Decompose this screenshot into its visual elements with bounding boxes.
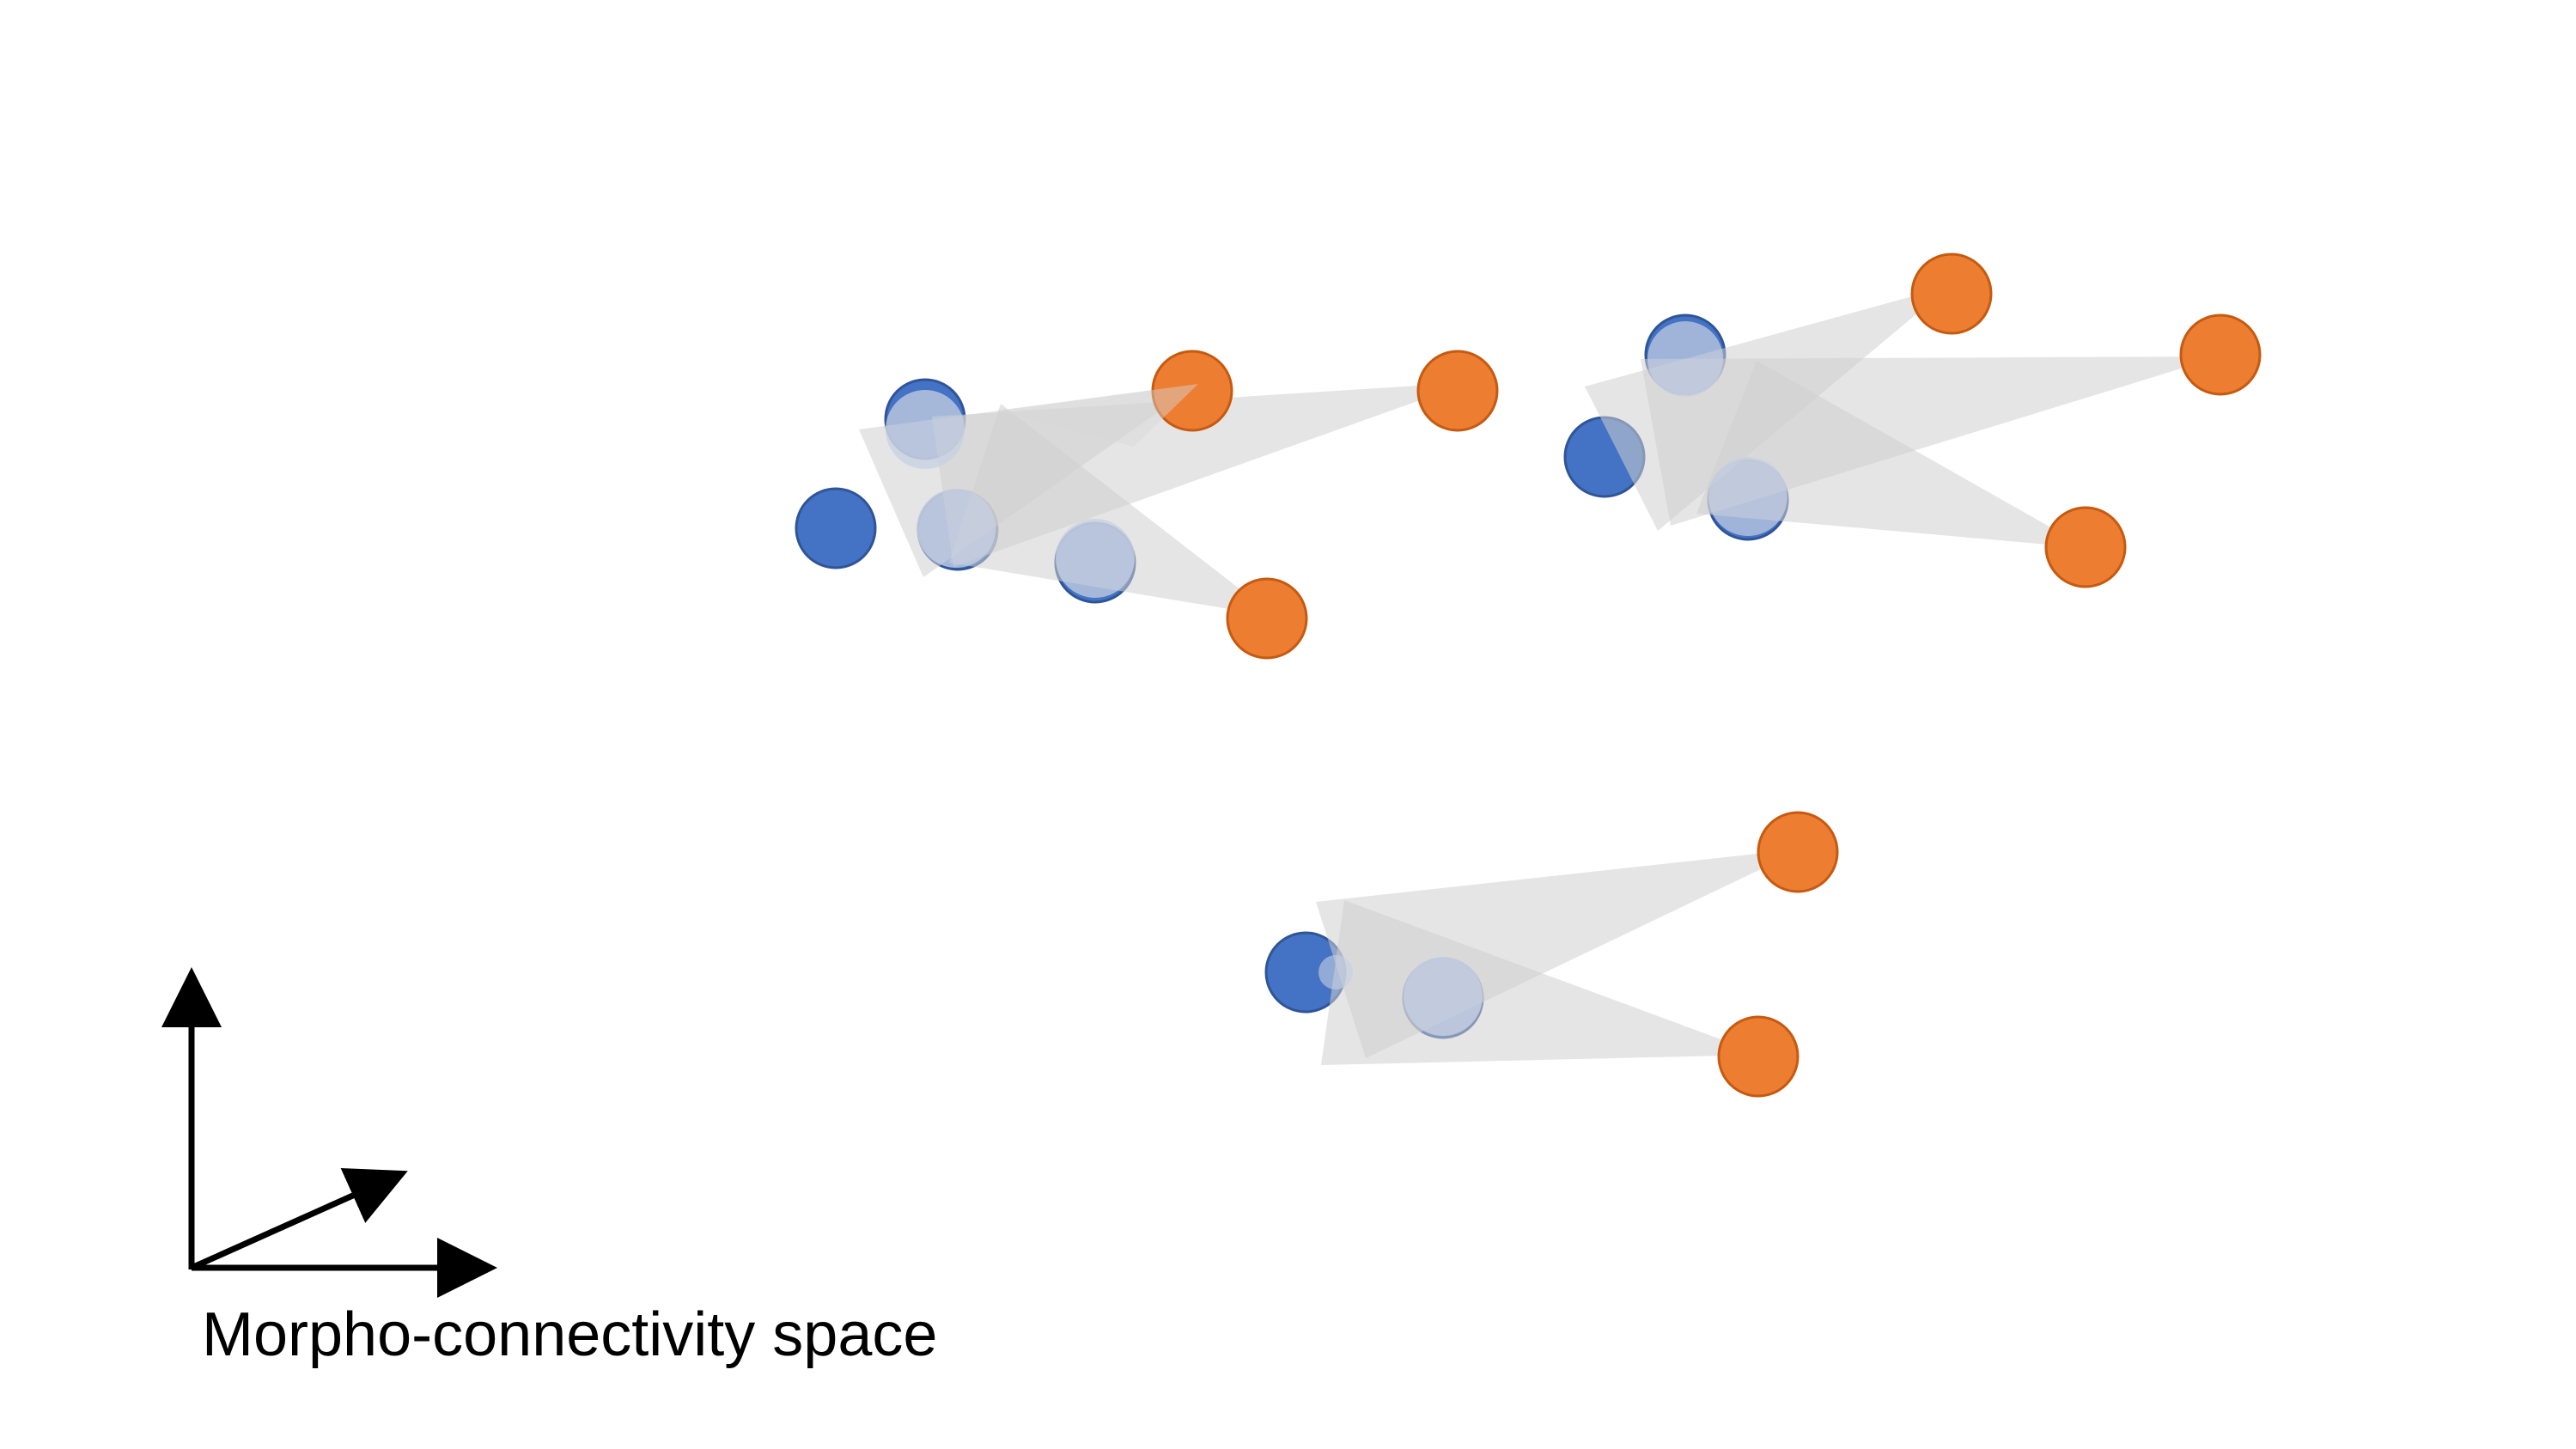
z-axis-arrow xyxy=(190,1167,408,1271)
space-label: Morpho-connectivity space xyxy=(202,1300,938,1369)
faded-blue-node xyxy=(1318,955,1353,989)
projection-cone-overlay xyxy=(996,384,1198,447)
faded-blue-node xyxy=(1056,519,1135,598)
faded-blue-node xyxy=(1647,321,1723,397)
orange-node xyxy=(1416,350,1499,432)
orange-node xyxy=(2179,314,2262,396)
axes-icon xyxy=(161,967,497,1298)
orange-node xyxy=(1757,811,1839,893)
blue-node xyxy=(795,487,877,569)
faded-blue-node xyxy=(886,390,965,469)
orange-node xyxy=(2044,506,2127,588)
cluster-top-left xyxy=(795,350,1499,660)
faded-blue-node xyxy=(1708,457,1787,536)
cluster-bottom xyxy=(1264,811,1839,1098)
faded-blue-node xyxy=(1404,957,1483,1036)
projection-cone xyxy=(1696,361,2087,548)
orange-node xyxy=(1151,350,1233,432)
orange-node xyxy=(1226,577,1308,660)
orange-node xyxy=(1717,1015,1800,1098)
orange-node xyxy=(1910,253,1993,335)
faded-blue-node xyxy=(917,489,996,568)
projection-cone xyxy=(949,404,1276,617)
cluster-top-right xyxy=(1563,253,2262,588)
